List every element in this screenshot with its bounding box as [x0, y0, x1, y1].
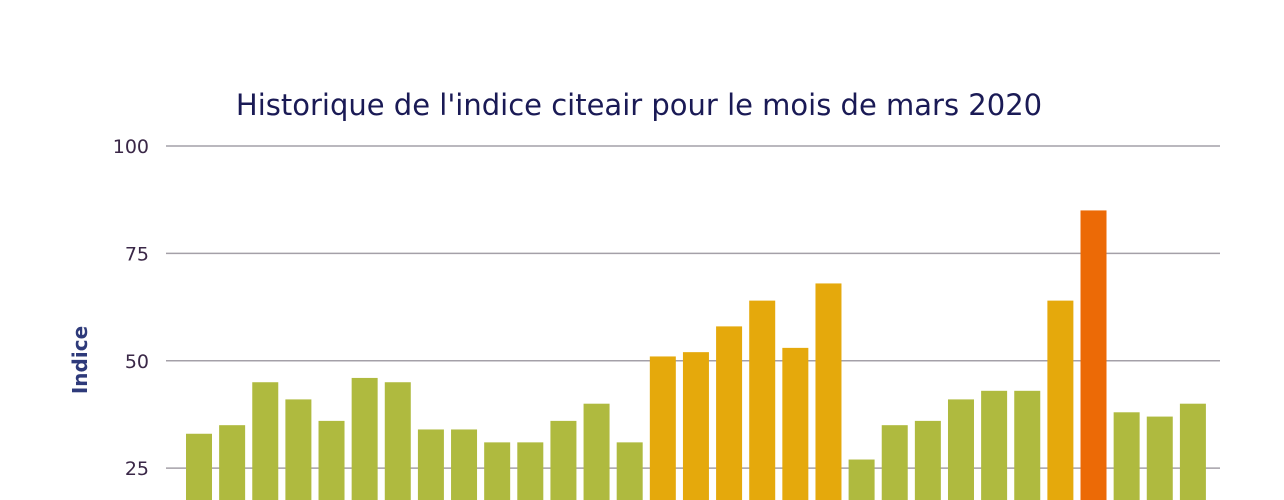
bar-17	[716, 326, 743, 500]
y-axis-ticks: 25 50 75 100	[113, 136, 149, 480]
bar-23	[914, 420, 941, 500]
bar-13	[583, 403, 610, 500]
y-axis-label: Indice	[68, 326, 92, 394]
bar-24	[947, 399, 974, 500]
y-tick-label-100: 100	[113, 136, 149, 158]
bar-10	[484, 442, 511, 500]
bar-31	[1179, 403, 1206, 500]
y-tick-label-75: 75	[125, 243, 149, 265]
bar-15	[649, 356, 676, 500]
bar-4	[285, 399, 312, 500]
bar-28	[1080, 210, 1107, 500]
bar-8	[417, 429, 444, 500]
bar-21	[848, 459, 875, 500]
bar-3	[252, 382, 279, 500]
y-tick-label-25: 25	[125, 458, 149, 480]
bar-26	[1014, 390, 1041, 500]
bar-1	[186, 433, 212, 500]
bar-22	[881, 425, 908, 500]
bar-11	[517, 442, 544, 500]
bar-5	[318, 420, 345, 500]
bars	[186, 210, 1206, 500]
bar-27	[1047, 300, 1074, 500]
bar-14	[616, 442, 643, 500]
bar-18	[749, 300, 776, 500]
bar-16	[682, 352, 709, 500]
y-tick-label-50: 50	[125, 351, 149, 373]
bar-2	[219, 425, 246, 500]
bar-29	[1113, 412, 1140, 500]
bar-30	[1146, 416, 1173, 500]
bar-25	[981, 390, 1008, 500]
bar-9	[451, 429, 478, 500]
bar-12	[550, 420, 577, 500]
bar-7	[384, 382, 411, 500]
bar-20	[815, 283, 842, 500]
bar-19	[782, 347, 809, 500]
bar-6	[351, 377, 378, 500]
chart-title: Historique de l'indice citeair pour le m…	[236, 88, 1042, 122]
